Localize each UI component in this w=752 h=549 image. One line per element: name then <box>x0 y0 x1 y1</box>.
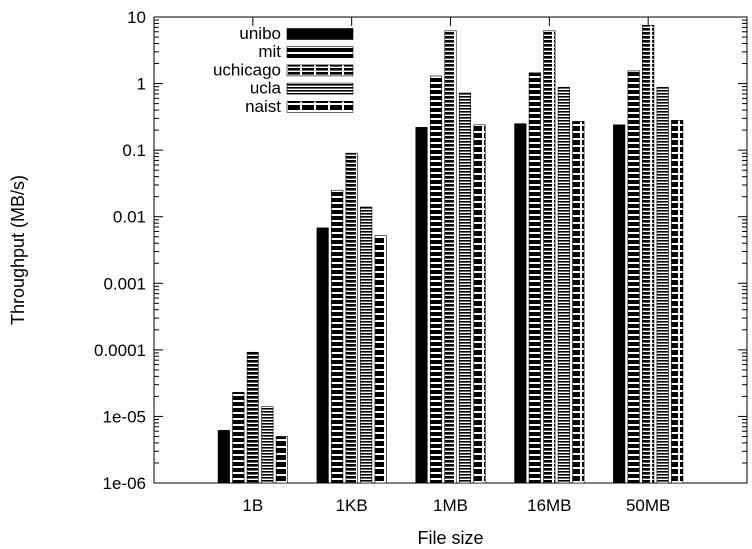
bar-unibo-50MB <box>613 124 626 484</box>
bar-unibo-1KB <box>316 227 329 484</box>
x-tick-label: 50MB <box>626 496 670 515</box>
bar-uchicago-1KB <box>345 152 358 484</box>
x-tick-label: 1MB <box>433 496 468 515</box>
bar-naist-1B <box>275 436 288 484</box>
legend-swatch-mit <box>286 46 354 59</box>
legend-swatch-naist <box>286 101 354 113</box>
bar-naist-1KB <box>374 235 387 484</box>
bar-mit-50MB <box>627 70 640 484</box>
legend-label-unibo: unibo <box>239 24 281 43</box>
bar-ucla-16MB <box>557 86 570 484</box>
bar-mit-1MB <box>429 75 443 484</box>
y-tick-label: 1e-06 <box>103 474 146 493</box>
legend-label-naist: naist <box>245 97 281 116</box>
bar-uchicago-1B <box>246 351 259 484</box>
legend-label-mit: mit <box>258 42 281 61</box>
legend-swatch-unibo <box>286 28 354 40</box>
bar-ucla-1KB <box>360 206 373 484</box>
bar-unibo-16MB <box>514 123 527 484</box>
bar-uchicago-16MB <box>543 30 556 484</box>
y-tick-label: 10 <box>127 8 146 27</box>
x-tick-label: 1KB <box>336 496 368 515</box>
bar-mit-1KB <box>331 189 344 484</box>
x-axis-ticks: 1B 1KB 1MB 16MB 50MB <box>242 17 670 515</box>
y-axis-ticks: 1e-06 1e-05 0.0001 0.001 0.01 0.1 1 10 <box>94 8 747 493</box>
y-axis-label: Throughput (MB/s) <box>8 175 28 325</box>
bar-uchicago-1MB <box>444 30 457 484</box>
y-tick-label: 0.001 <box>103 274 146 293</box>
bar-naist-16MB <box>572 121 585 484</box>
y-tick-label: 0.01 <box>113 208 146 227</box>
bar-ucla-1B <box>261 406 274 484</box>
y-tick-label: 1 <box>137 75 146 94</box>
bar-ucla-50MB <box>656 86 669 484</box>
y-tick-label: 1e-05 <box>103 407 146 426</box>
bar-mit-1B <box>232 392 245 484</box>
bar-ucla-1MB <box>458 92 472 484</box>
bar-unibo-1MB <box>415 127 428 484</box>
legend-swatch-uchicago <box>286 64 354 77</box>
bar-naist-1MB <box>473 124 486 484</box>
bars-group <box>217 25 684 484</box>
x-axis-label: File size <box>417 528 483 548</box>
legend-swatch-ucla <box>286 82 354 95</box>
x-tick-label: 1B <box>242 496 263 515</box>
x-tick-label: 16MB <box>527 496 571 515</box>
bar-unibo-1B <box>217 429 230 484</box>
bar-naist-50MB <box>671 120 684 484</box>
legend-label-ucla: ucla <box>250 79 282 98</box>
legend-label-uchicago: uchicago <box>213 60 281 79</box>
y-tick-label: 0.1 <box>122 141 146 160</box>
bar-uchicago-50MB <box>642 25 655 484</box>
y-tick-label: 0.0001 <box>94 341 146 360</box>
bar-mit-16MB <box>528 72 541 484</box>
